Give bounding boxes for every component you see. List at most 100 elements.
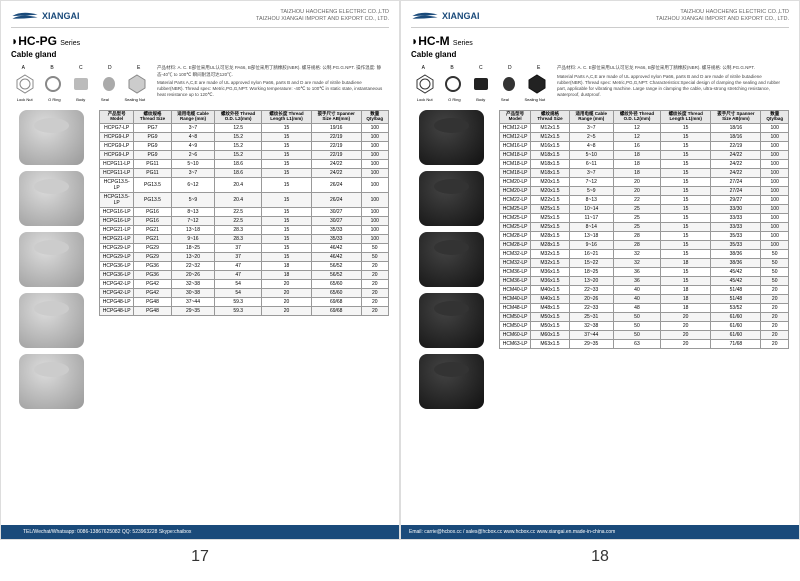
table-row: HCPG48-LPPG4829~3559.32069/6820 [100,307,389,316]
gland-image [19,110,84,165]
part-seal-icon [100,75,118,93]
bottom-num-right: 18 [591,548,609,566]
col-header: 螺纹规格 Thread Size [134,111,171,124]
col-header: 适用电缆 Cable Range (mm) [171,111,215,124]
table-row: HCPG11-LPPG115~1018.61524/22100 [100,160,389,169]
product-images-right [411,110,491,409]
table-row: HCM12-LPM12x1.52~5121518/16100 [500,133,789,142]
header-right: XIANGAI TAIZHOU HAOCHENG ELECTRIC CO.,LT… [411,9,789,28]
part-locknut-icon [414,73,436,95]
table-row: HCM16-LPM16x1.54~8161522/19100 [500,142,789,151]
logo: XIANGAI [411,9,480,23]
table-row: HCM25-LPM25x1.510~14251533/30100 [500,205,789,214]
parts-diagram-right: ABCDE Lock NutO RingBodySealSealing Nut [411,65,551,104]
company-info-left: TAIZHOU HAOCHENG ELECTRIC CO.,LTD TAIZHO… [256,9,389,23]
table-row: HCM63-LPM63x1.529~35632071/6820 [500,340,789,349]
gland-image [419,232,484,287]
table-row: HCM48-LPM48x1.522~33481853/5220 [500,304,789,313]
logo: XIANGAI [11,9,80,23]
col-header: 螺纹外径 Thread O.D. L2(mm) [613,111,660,124]
table-row: HCM12-LPM12x1.53~7121518/16100 [500,124,789,133]
table-row: HCPG42-LPPG4230~38542065/6020 [100,289,389,298]
table-row: HCPG29-LPPG2913~20371546/4250 [100,253,389,262]
col-header: 螺纹规格 Thread Size [531,111,569,124]
part-letter: C [79,65,83,71]
part-letter: C [479,65,483,71]
part-body-icon [70,73,92,95]
table-row: HCM20-LPM20x1.57~12201527/24100 [500,178,789,187]
table-row: HCM18-LPM18x1.56~11181524/22100 [500,160,789,169]
gland-image [419,110,484,165]
series-title-right: ◗HC-M Series [411,34,789,48]
page-left: XIANGAI TAIZHOU HAOCHENG ELECTRIC CO.,LT… [0,0,400,540]
part-sealnut-icon [526,73,548,95]
part-locknut-icon [14,73,36,95]
table-row: HCPG13.5-LPPG13.55~920.41526/24100 [100,193,389,208]
part-letter: D [508,65,512,71]
bottom-page-numbers: 17 18 [0,540,800,566]
col-header: 螺纹外径 Thread O.D. L2(mm) [215,111,262,124]
top-section-left: ABCDE Lock NutO RingBodySealSealing Nut … [11,65,389,104]
gland-image [19,354,84,409]
table-row: HCPG48-LPPG4837~4459.32069/6820 [100,298,389,307]
col-header: 扳手尺寸 Spanner Size AB(mm) [711,111,761,124]
col-header: 螺纹长度 Thread Length L1(mm) [661,111,711,124]
brand-name: XIANGAI [442,11,480,21]
table-row: HCM40-LPM40x1.522~33401851/4820 [500,286,789,295]
col-header: 产品型号 Model [500,111,531,124]
subtitle-left: Cable gland [11,50,389,59]
table-row: HCPG7-LPPG73~712.51519/16100 [100,124,389,133]
part-letter: B [450,65,453,71]
part-name: Lock Nut [17,97,33,102]
part-name: Body [76,97,85,102]
table-row: HCPG16-LPPG168~1322.51530/27100 [100,208,389,217]
table-row: HCM18-LPM18x1.53~7181524/22100 [500,169,789,178]
part-name: Seal [101,97,109,102]
table-row: HCPG21-LPPG219~1628.31535/33100 [100,235,389,244]
part-letter: E [137,65,140,71]
table-row: HCM18-LPM18x1.55~10181524/22100 [500,151,789,160]
page-right: XIANGAI TAIZHOU HAOCHENG ELECTRIC CO.,LT… [400,0,800,540]
gland-image [19,171,84,226]
table-row: HCM50-LPM50x1.525~31502061/6020 [500,313,789,322]
series-title-left: ◗HC-PG Series [11,34,389,48]
table-row: HCM28-LPM28x1.513~18281535/33100 [500,232,789,241]
table-row: HCPG9-LPPG92~615.21522/19100 [100,151,389,160]
footer-left: TEL/Wechat/Whatsapp: 0086-13867625082 QQ… [1,525,399,539]
parts-diagram-left: ABCDE Lock NutO RingBodySealSealing Nut [11,65,151,104]
table-row: HCM20-LPM20x1.55~9201527/24100 [500,187,789,196]
company-info-right: TAIZHOU HAOCHENG ELECTRIC CO.,LTD TAIZHO… [656,9,789,23]
part-name: Body [476,97,485,102]
part-name: Sealing Nut [524,97,545,102]
content-right: 产品型号 Model螺纹规格 Thread Size适用电缆 Cable Ran… [411,110,789,409]
part-body-icon [470,73,492,95]
top-section-right: ABCDE Lock NutO RingBodySealSealing Nut … [411,65,789,104]
col-header: 数量 Qty/bag [761,111,789,124]
part-letter: D [108,65,112,71]
table-row: HCM32-LPM32x1.515~22321838/3650 [500,259,789,268]
table-row: HCPG36-LPPG3622~32471856/5220 [100,262,389,271]
brand-name: XIANGAI [42,11,80,21]
table-row: HCM50-LPM50x1.532~38502061/6020 [500,322,789,331]
footer-right: Email: carrie@hcbox.cc / sales@hcbox.cc … [401,525,799,539]
table-row: HCPG42-LPPG4232~38542065/6020 [100,280,389,289]
table-row: HCPG9-LPPG94~815.21522/19100 [100,133,389,142]
part-name: O Ring [448,97,460,102]
gland-image [419,171,484,226]
gland-image [419,293,484,348]
description-left: 产品材料: A. C. E部位采用UL认可尼龙 PA66, B部位采用丁腈橡胶(… [157,65,389,104]
col-header: 螺纹长度 Thread Length L1(mm) [262,111,312,124]
table-row: HCPG9-LPPG94~915.21522/19100 [100,142,389,151]
table-row: HCM36-LPM36x1.518~25361545/4250 [500,268,789,277]
part-name: Sealing Nut [124,97,145,102]
table-row: HCPG36-LPPG3620~26471856/5220 [100,271,389,280]
table-row: HCM32-LPM32x1.516~21321538/3650 [500,250,789,259]
header-left: XIANGAI TAIZHOU HAOCHENG ELECTRIC CO.,LT… [11,9,389,28]
logo-wing-icon [11,9,39,23]
table-row: HCM28-LPM28x1.59~16281535/33100 [500,241,789,250]
part-sealnut-icon [126,73,148,95]
part-letter: A [422,65,425,71]
table-row: HCM25-LPM25x1.58~14251533/33100 [500,223,789,232]
part-name: Seal [501,97,509,102]
table-row: HCM60-LPM60x1.537~44502061/6020 [500,331,789,340]
